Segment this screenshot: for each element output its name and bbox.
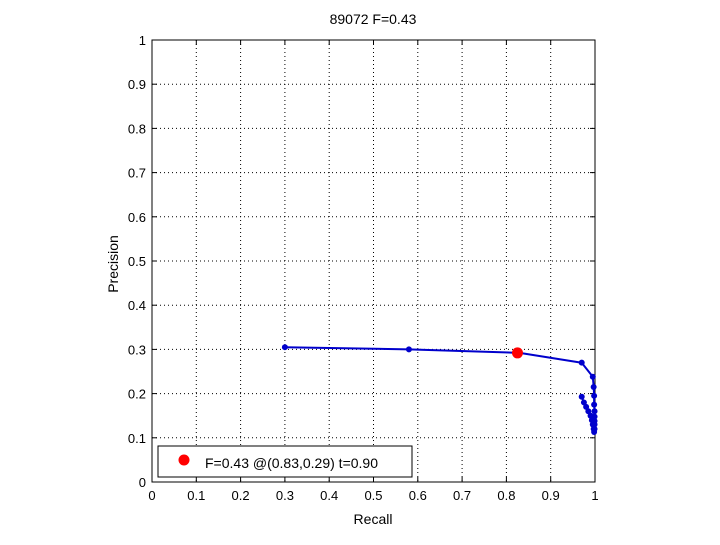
y-tick-label: 0.8 <box>128 121 146 136</box>
x-tick-label: 0.2 <box>232 488 250 503</box>
pr-curve-point <box>587 412 594 419</box>
y-tick-label: 0.1 <box>128 431 146 446</box>
x-tick-label: 0.3 <box>276 488 294 503</box>
x-tick-label: 0.7 <box>453 488 471 503</box>
x-tick-label: 0.4 <box>320 488 338 503</box>
x-axis-label: Recall <box>354 511 393 527</box>
pr-curve-point <box>589 373 596 380</box>
x-tick-label: 0.9 <box>542 488 560 503</box>
legend-box <box>157 445 413 478</box>
y-tick-label: 0.4 <box>128 298 146 313</box>
pr-curve-point <box>591 401 598 408</box>
pr-curve-point <box>580 399 587 406</box>
pr-curve-point <box>591 392 598 399</box>
pr-curve-point <box>578 393 585 400</box>
x-tick-label: 1 <box>591 488 598 503</box>
x-tick-label: 0.1 <box>187 488 205 503</box>
best-f-point <box>511 347 523 359</box>
y-axis-label: Precision <box>105 235 121 293</box>
grid <box>152 40 595 482</box>
pr-curve-point <box>281 344 288 351</box>
x-tick-label: 0 <box>148 488 155 503</box>
y-tick-label: 0.5 <box>128 254 146 269</box>
pr-curve-point <box>591 408 598 415</box>
x-tick-label: 0.6 <box>409 488 427 503</box>
ticks: 0 0.1 0.2 0.3 0.4 0.5 0.6 0.7 0.8 0.9 1 0 0.1 0.2 0.3 0… <box>128 33 599 503</box>
y-tick-label: 0 <box>139 475 146 490</box>
y-tick-label: 0.6 <box>128 210 146 225</box>
legend-label: F=0.43 @(0.83,0.29) t=0.90 <box>205 455 378 471</box>
pr-curve-point <box>405 346 412 353</box>
y-tick-label: 0.3 <box>128 342 146 357</box>
chart-title: 89072 F=0.43 <box>330 11 417 27</box>
pr-curve-point <box>590 383 597 390</box>
legend-marker <box>178 454 190 466</box>
pr-curve-point <box>583 403 590 410</box>
y-tick-label: 0.9 <box>128 77 146 92</box>
y-tick-label: 1 <box>139 33 146 48</box>
x-tick-label: 0.8 <box>497 488 515 503</box>
y-tick-label: 0.7 <box>128 166 146 181</box>
legend: F=0.43 @(0.83,0.29) t=0.90 <box>157 445 413 478</box>
pr-curve-point <box>585 408 592 415</box>
y-tick-label: 0.2 <box>128 387 146 402</box>
x-tick-label: 0.5 <box>364 488 382 503</box>
series-layer <box>281 344 598 436</box>
pr-curve-point <box>578 359 585 366</box>
